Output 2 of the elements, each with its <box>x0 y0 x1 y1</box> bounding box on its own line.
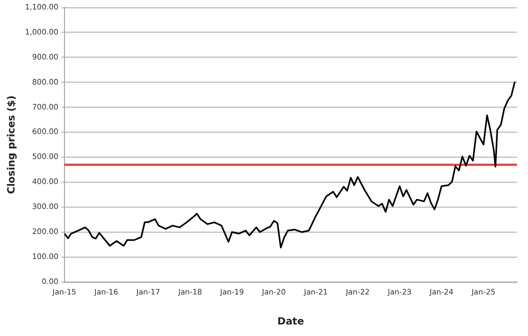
y-axis-title: Closing prices ($) <box>6 95 18 194</box>
x-axis-title: Date <box>277 316 304 328</box>
